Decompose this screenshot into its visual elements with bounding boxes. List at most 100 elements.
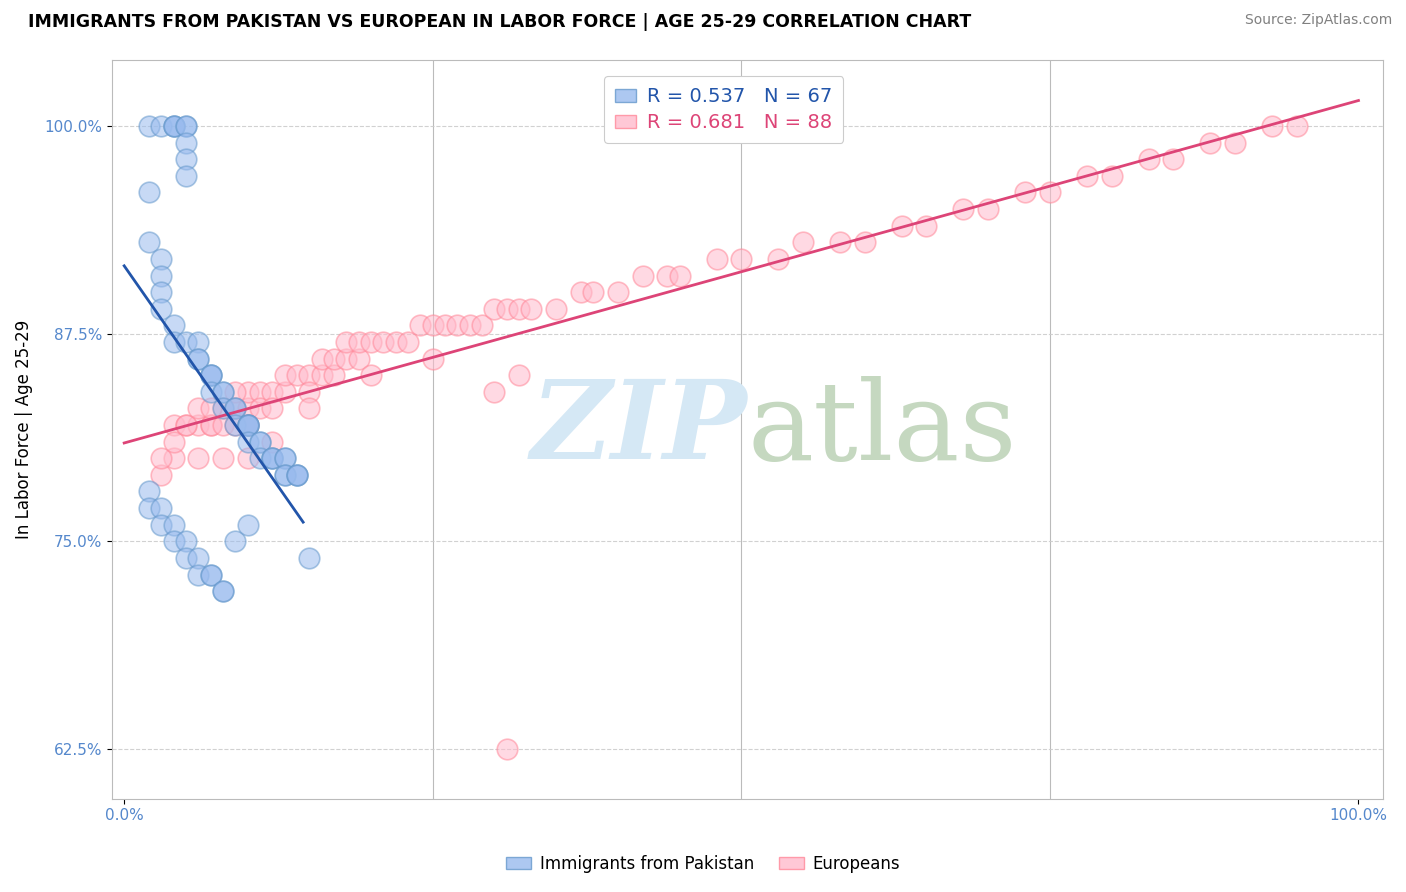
- Point: [187, 417, 209, 432]
- Point: [150, 451, 173, 466]
- Point: [138, 235, 160, 250]
- Point: [335, 351, 357, 366]
- Point: [236, 434, 259, 449]
- Point: [162, 517, 184, 532]
- Point: [323, 368, 346, 383]
- Point: [150, 301, 173, 316]
- Point: [138, 119, 160, 133]
- Point: [187, 351, 209, 366]
- Point: [360, 368, 382, 383]
- Point: [249, 401, 271, 416]
- Point: [508, 301, 530, 316]
- Point: [285, 467, 308, 482]
- Text: atlas: atlas: [748, 376, 1017, 483]
- Point: [262, 451, 284, 466]
- Point: [1014, 186, 1036, 200]
- Point: [360, 334, 382, 349]
- Point: [285, 368, 308, 383]
- Point: [187, 334, 209, 349]
- Point: [236, 384, 259, 399]
- Point: [285, 467, 308, 482]
- Point: [262, 384, 284, 399]
- Point: [224, 401, 246, 416]
- Point: [298, 550, 321, 565]
- Point: [384, 334, 406, 349]
- Point: [347, 351, 370, 366]
- Point: [138, 484, 160, 499]
- Point: [150, 501, 173, 516]
- Point: [212, 451, 235, 466]
- Point: [1076, 169, 1098, 183]
- Point: [150, 467, 173, 482]
- Point: [853, 235, 876, 250]
- Point: [224, 401, 246, 416]
- Point: [582, 285, 605, 300]
- Point: [249, 451, 271, 466]
- Point: [285, 467, 308, 482]
- Point: [890, 219, 912, 233]
- Point: [273, 467, 295, 482]
- Point: [187, 401, 209, 416]
- Point: [1137, 153, 1160, 167]
- Point: [546, 301, 568, 316]
- Point: [200, 384, 222, 399]
- Point: [273, 467, 295, 482]
- Point: [1163, 153, 1185, 167]
- Point: [236, 517, 259, 532]
- Point: [1223, 136, 1246, 150]
- Point: [236, 417, 259, 432]
- Point: [212, 417, 235, 432]
- Point: [236, 451, 259, 466]
- Point: [471, 318, 494, 333]
- Point: [200, 567, 222, 582]
- Point: [262, 434, 284, 449]
- Point: [484, 301, 506, 316]
- Point: [606, 285, 628, 300]
- Point: [262, 451, 284, 466]
- Point: [224, 534, 246, 549]
- Point: [236, 417, 259, 432]
- Point: [174, 334, 197, 349]
- Point: [162, 417, 184, 432]
- Point: [212, 384, 235, 399]
- Point: [224, 417, 246, 432]
- Point: [569, 285, 592, 300]
- Point: [150, 119, 173, 133]
- Point: [174, 534, 197, 549]
- Point: [508, 368, 530, 383]
- Point: [162, 451, 184, 466]
- Point: [262, 401, 284, 416]
- Point: [396, 334, 419, 349]
- Point: [434, 318, 457, 333]
- Point: [150, 268, 173, 283]
- Point: [174, 153, 197, 167]
- Legend: R = 0.537   N = 67, R = 0.681   N = 88: R = 0.537 N = 67, R = 0.681 N = 88: [605, 76, 844, 143]
- Point: [224, 417, 246, 432]
- Point: [768, 252, 790, 266]
- Point: [187, 567, 209, 582]
- Point: [138, 501, 160, 516]
- Point: [162, 119, 184, 133]
- Point: [236, 401, 259, 416]
- Point: [1101, 169, 1123, 183]
- Point: [200, 368, 222, 383]
- Point: [150, 252, 173, 266]
- Point: [174, 417, 197, 432]
- Point: [187, 351, 209, 366]
- Point: [162, 318, 184, 333]
- Point: [236, 417, 259, 432]
- Point: [174, 169, 197, 183]
- Point: [668, 268, 690, 283]
- Point: [236, 417, 259, 432]
- Legend: Immigrants from Pakistan, Europeans: Immigrants from Pakistan, Europeans: [499, 848, 907, 880]
- Point: [236, 417, 259, 432]
- Text: ZIP: ZIP: [531, 376, 748, 483]
- Point: [187, 550, 209, 565]
- Point: [187, 451, 209, 466]
- Point: [730, 252, 752, 266]
- Point: [706, 252, 728, 266]
- Point: [273, 451, 295, 466]
- Point: [174, 119, 197, 133]
- Point: [249, 434, 271, 449]
- Point: [657, 268, 679, 283]
